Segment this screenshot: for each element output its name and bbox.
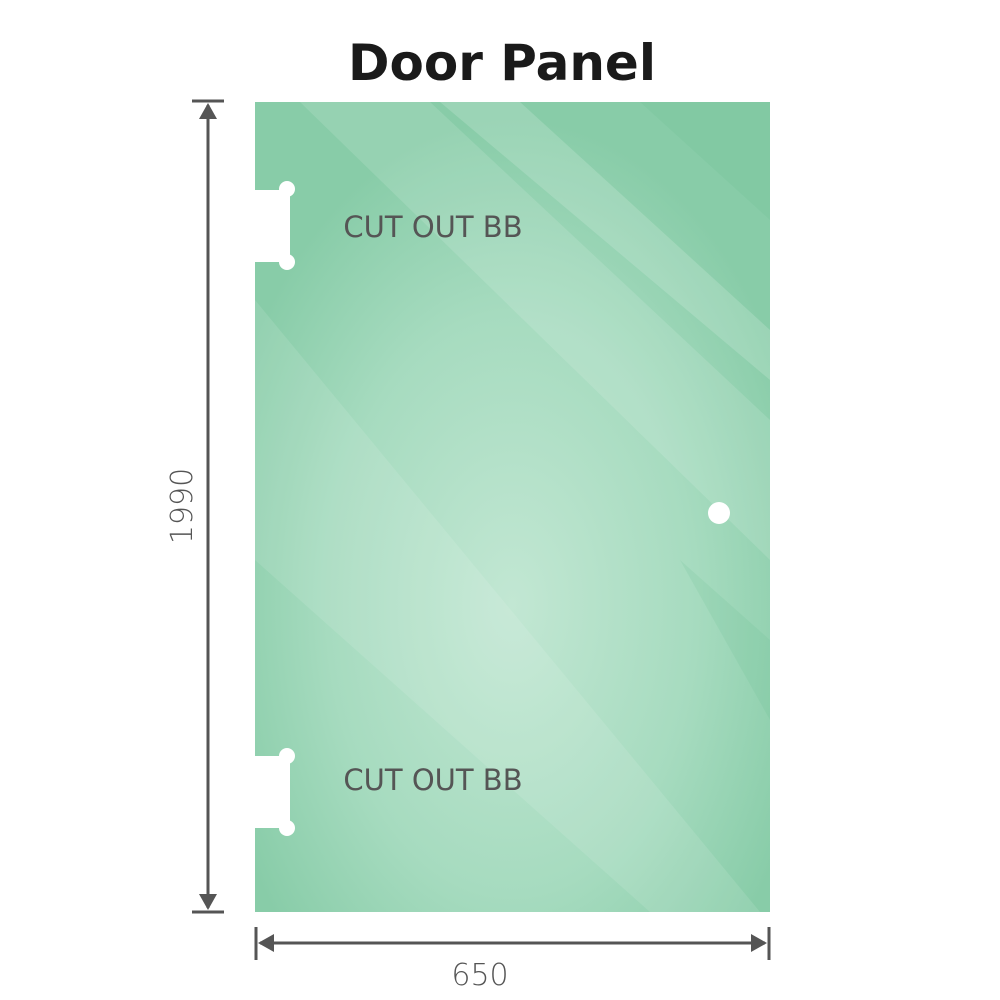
- height-dimension-label: 1990: [165, 468, 200, 544]
- cutout-top-label: CUT OUT BB: [343, 210, 522, 244]
- cutout-bottom-label: CUT OUT BB: [343, 763, 522, 797]
- cutout-bottom: [252, 748, 295, 836]
- cutout-top: [252, 181, 295, 270]
- width-dimension-label: 650: [451, 958, 508, 993]
- diagram-title: Door Panel: [348, 34, 656, 92]
- width-dimension-arrow: [254, 927, 771, 960]
- glass-panel: [252, 102, 770, 912]
- handle-hole: [708, 502, 730, 524]
- height-dimension-arrow: [192, 99, 224, 914]
